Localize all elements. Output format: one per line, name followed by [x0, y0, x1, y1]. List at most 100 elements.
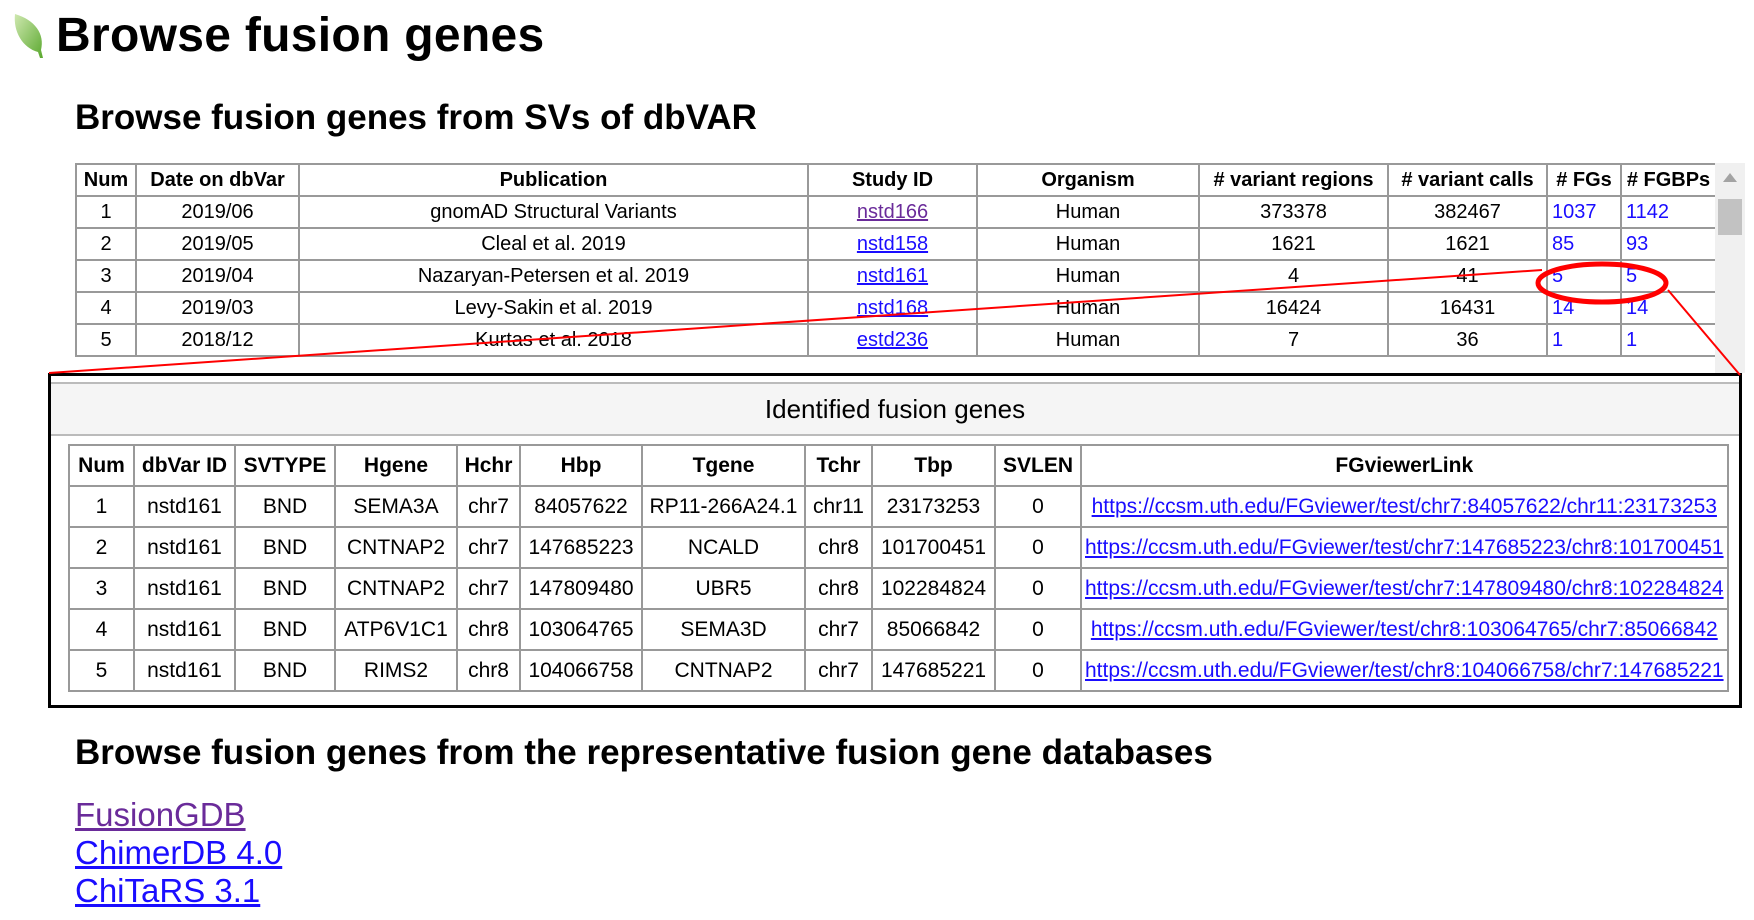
table-cell: SEMA3A — [334, 485, 458, 528]
fgbps-count-link[interactable]: 93 — [1620, 227, 1717, 261]
column-header: dbVar ID — [133, 444, 236, 487]
publication-cell: Cleal et al. 2019 — [298, 227, 809, 261]
database-link[interactable]: ChimerDB 4.0 — [75, 834, 283, 871]
table-cell: 104066758 — [519, 649, 643, 692]
fgbps-count-link[interactable]: 14 — [1620, 291, 1717, 325]
scrollbar-thumb[interactable] — [1718, 199, 1742, 235]
column-header: Date on dbVar — [135, 163, 300, 197]
table-cell: chr8 — [804, 526, 873, 569]
organism-cell: Human — [976, 323, 1200, 357]
study-id-cell: estd236 — [807, 323, 978, 357]
table-cell: SEMA3D — [641, 608, 806, 651]
date-cell: 2019/05 — [135, 227, 300, 261]
table-cell: chr7 — [456, 567, 521, 610]
variant-regions-cell: 16424 — [1198, 291, 1389, 325]
column-header: Tgene — [641, 444, 806, 487]
database-links: FusionGDB ChimerDB 4.0 ChiTaRS 3.1 — [75, 796, 282, 910]
column-header: Hgene — [334, 444, 458, 487]
table-cell: chr7 — [456, 526, 521, 569]
study-id-cell: nstd161 — [807, 259, 978, 293]
fgbps-count-link[interactable]: 1 — [1620, 323, 1717, 357]
study-id-link[interactable]: nstd166 — [856, 200, 929, 223]
table-row: 3 2019/04 Nazaryan-Petersen et al. 2019 nst… — [75, 259, 1717, 293]
fgviewer-link[interactable]: https://ccsm.uth.edu/FGviewer/test/chr7:… — [1085, 535, 1724, 559]
date-cell: 2019/04 — [135, 259, 300, 293]
table-row: 2 2019/05 Cleal et al. 2019 nstd158 Human 162… — [75, 227, 1717, 261]
fgviewer-link[interactable]: https://ccsm.uth.edu/FGviewer/test/chr8:… — [1085, 658, 1724, 682]
dbvar-table-scrollbar[interactable] — [1715, 163, 1745, 373]
fgviewer-link-cell: https://ccsm.uth.edu/FGviewer/test/chr8:… — [1080, 649, 1729, 692]
table-cell: 2 — [68, 526, 135, 569]
fgs-count-link[interactable]: 1037 — [1546, 195, 1622, 229]
fg-table-header: Num dbVar ID SVTYPE Hgene Hchr Hbp Tgene Tchr Tb… — [68, 444, 1729, 487]
study-id-link[interactable]: nstd168 — [856, 296, 929, 319]
database-link[interactable]: FusionGDB — [75, 796, 246, 833]
table-cell: 147685221 — [871, 649, 996, 692]
variant-calls-cell: 41 — [1387, 259, 1548, 293]
table-cell: 84057622 — [519, 485, 643, 528]
table-cell: 23173253 — [871, 485, 996, 528]
table-cell: BND — [234, 567, 336, 610]
table-cell: 0 — [994, 526, 1082, 569]
table-cell: RIMS2 — [334, 649, 458, 692]
table-row: 3 nstd161 BND CNTNAP2 chr7 147809480 UBR5 chr8 1… — [68, 567, 1729, 610]
study-id-link[interactable]: estd236 — [856, 328, 929, 351]
column-header: Num — [75, 163, 137, 197]
column-header: Organism — [976, 163, 1200, 197]
fgviewer-link[interactable]: https://ccsm.uth.edu/FGviewer/test/chr8:… — [1090, 617, 1718, 641]
table-cell: 101700451 — [871, 526, 996, 569]
table-cell: 0 — [994, 567, 1082, 610]
publication-cell: Nazaryan-Petersen et al. 2019 — [298, 259, 809, 293]
table-row: 4 nstd161 BND ATP6V1C1 chr8 103064765 SEMA3D ch… — [68, 608, 1729, 651]
fgviewer-link-cell: https://ccsm.uth.edu/FGviewer/test/chr7:… — [1080, 567, 1729, 610]
leaf-icon — [14, 14, 43, 58]
table-row: 4 2019/03 Levy-Sakin et al. 2019 nstd168 Hum… — [75, 291, 1717, 325]
organism-cell: Human — [976, 195, 1200, 229]
dbvar-table: Num Date on dbVar Publication Study ID Organ… — [75, 163, 1717, 357]
table-cell: 103064765 — [519, 608, 643, 651]
fgs-count-link[interactable]: 1 — [1546, 323, 1622, 357]
num-cell: 3 — [75, 259, 137, 293]
variant-calls-cell: 36 — [1387, 323, 1548, 357]
fgs-count-link[interactable]: 14 — [1546, 291, 1622, 325]
table-cell: 1 — [68, 485, 135, 528]
fgbps-count-link[interactable]: 1142 — [1620, 195, 1717, 229]
table-cell: 102284824 — [871, 567, 996, 610]
date-cell: 2018/12 — [135, 323, 300, 357]
date-cell: 2019/06 — [135, 195, 300, 229]
table-cell: chr8 — [804, 567, 873, 610]
database-link[interactable]: ChiTaRS 3.1 — [75, 872, 261, 909]
database-link-row: ChimerDB 4.0 — [75, 834, 282, 872]
dbvar-table-header: Num Date on dbVar Publication Study ID Organ… — [75, 163, 1717, 197]
column-header: Hchr — [456, 444, 521, 487]
table-cell: chr7 — [804, 649, 873, 692]
column-header: SVTYPE — [234, 444, 336, 487]
fgbps-count-link[interactable]: 5 — [1620, 259, 1717, 293]
table-cell: NCALD — [641, 526, 806, 569]
study-id-link[interactable]: nstd158 — [856, 232, 929, 255]
table-cell: UBR5 — [641, 567, 806, 610]
column-header: # FGBPs — [1620, 163, 1717, 197]
dbvar-section-heading: Browse fusion genes from SVs of dbVAR — [75, 98, 757, 137]
table-row: 2 nstd161 BND CNTNAP2 chr7 147685223 NCALD chr8… — [68, 526, 1729, 569]
table-cell: chr7 — [804, 608, 873, 651]
table-cell: 0 — [994, 608, 1082, 651]
column-header: Tbp — [871, 444, 996, 487]
table-row: 5 2018/12 Kurtas et al. 2018 estd236 Human 7 3… — [75, 323, 1717, 357]
scroll-up-arrow-icon[interactable] — [1723, 173, 1737, 182]
table-cell: nstd161 — [133, 485, 236, 528]
organism-cell: Human — [976, 227, 1200, 261]
table-row: 1 nstd161 BND SEMA3A chr7 84057622 RP11-266A24… — [68, 485, 1729, 528]
fgs-count-link[interactable]: 5 — [1546, 259, 1622, 293]
database-link-row: ChiTaRS 3.1 — [75, 872, 282, 910]
study-id-link[interactable]: nstd161 — [856, 264, 929, 287]
fgviewer-link[interactable]: https://ccsm.uth.edu/FGviewer/test/chr7:… — [1085, 576, 1724, 600]
publication-cell: gnomAD Structural Variants — [298, 195, 809, 229]
column-header: Hbp — [519, 444, 643, 487]
num-cell: 4 — [75, 291, 137, 325]
variant-calls-cell: 382467 — [1387, 195, 1548, 229]
fgs-count-link[interactable]: 85 — [1546, 227, 1622, 261]
column-header: FGviewerLink — [1080, 444, 1729, 487]
fgviewer-link[interactable]: https://ccsm.uth.edu/FGviewer/test/chr7:… — [1091, 494, 1717, 518]
study-id-cell: nstd166 — [807, 195, 978, 229]
